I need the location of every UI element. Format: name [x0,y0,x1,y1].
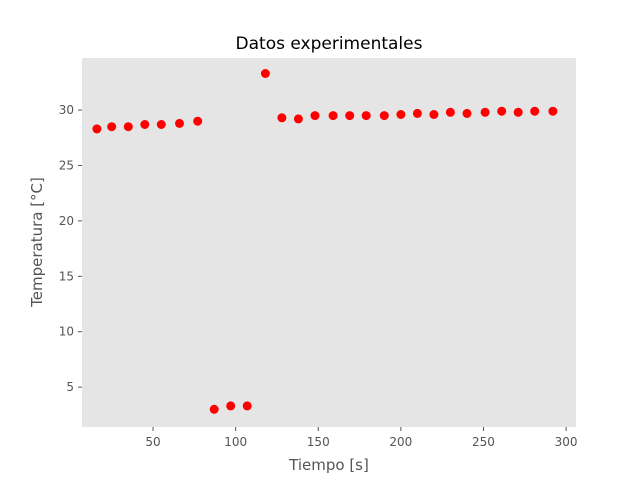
data-point-8 [226,401,236,411]
x-tick-label-2: 150 [307,435,330,449]
data-point-27 [548,106,558,116]
data-point-24 [497,106,507,116]
data-point-13 [310,111,320,121]
data-point-14 [328,111,338,121]
plot-area [82,58,576,427]
data-point-18 [396,110,406,119]
y-tick-label-2: 15 [59,269,74,283]
y-axis-label: Temperatura [°C] [28,177,46,308]
data-point-0 [92,124,102,134]
data-point-9 [242,401,252,411]
y-tick-label-4: 25 [59,158,74,172]
data-point-6 [193,116,203,126]
y-tick-label-3: 20 [59,214,74,228]
x-tick-label-4: 250 [472,435,495,449]
y-tick-label-0: 5 [66,380,74,394]
data-point-19 [412,108,422,118]
data-point-22 [462,108,472,118]
y-axis: 5 10 15 20 25 30 [59,103,82,394]
data-point-1 [107,122,117,132]
data-point-23 [480,107,490,117]
data-point-4 [156,120,166,129]
chart-title: Datos experimentales [236,34,423,54]
x-axis: 50 100 150 200 250 300 [145,427,578,449]
data-point-25 [513,107,523,117]
x-tick-label-0: 50 [145,435,160,449]
data-point-16 [361,111,371,121]
data-point-17 [379,111,389,121]
data-point-20 [429,110,439,119]
data-point-2 [123,122,133,132]
x-tick-label-3: 200 [389,435,412,449]
data-point-11 [277,113,287,123]
data-point-3 [140,120,150,129]
data-point-12 [293,114,303,124]
x-axis-label: Tiempo [s] [288,456,369,474]
y-tick-label-5: 30 [59,103,74,117]
data-point-21 [445,107,455,117]
x-tick-label-5: 300 [555,435,578,449]
data-point-15 [345,111,355,121]
data-point-5 [175,118,184,128]
y-tick-label-1: 10 [59,325,74,339]
data-points [92,69,558,414]
x-tick-label-1: 100 [224,435,247,449]
data-point-26 [530,106,540,116]
data-point-10 [260,69,270,78]
data-point-7 [209,404,219,414]
